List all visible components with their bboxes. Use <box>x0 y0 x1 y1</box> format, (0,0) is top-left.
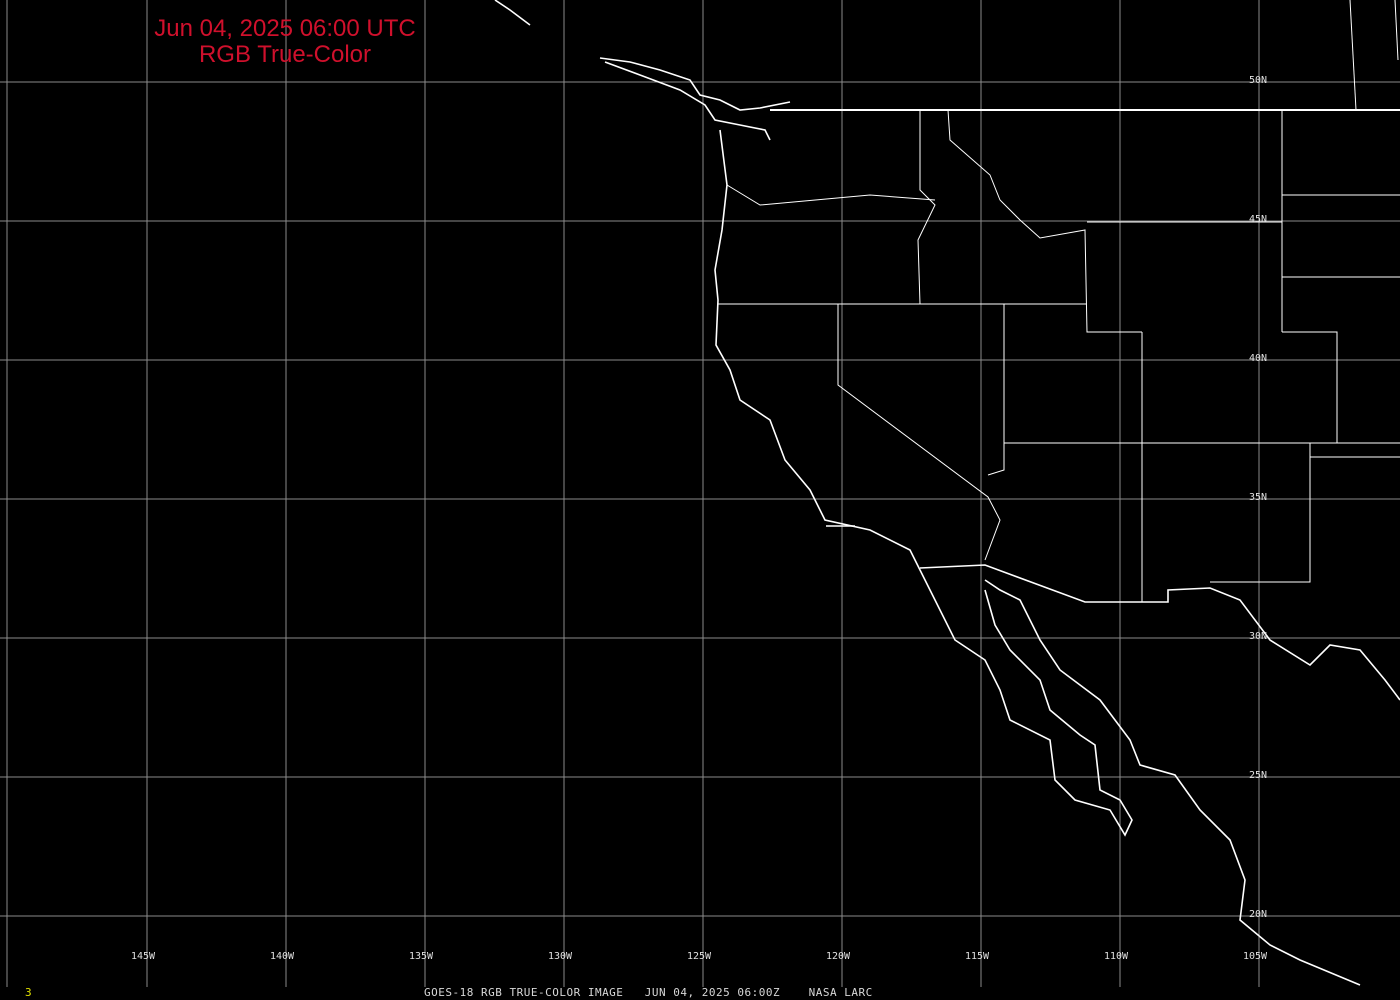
idaho-west-border <box>917 110 936 305</box>
longitude-label: 115W <box>965 951 990 962</box>
image-product: RGB True-Color <box>198 41 372 68</box>
longitude-label: 110W <box>1104 951 1129 962</box>
mexico-border <box>919 564 1400 701</box>
image-timestamp: Jun 04, 2025 06:00 UTC <box>154 15 416 42</box>
vancouver-island <box>604 61 771 141</box>
west-coast <box>714 129 1133 837</box>
latitude-label: 30N <box>1249 631 1268 642</box>
colorado-north <box>1282 331 1338 443</box>
new-mexico-east <box>1210 443 1311 583</box>
canada-province-line <box>1349 0 1357 111</box>
longitude-label: 120W <box>826 951 851 962</box>
latitude-label: 45N <box>1249 214 1268 225</box>
nv-east-border <box>987 304 1005 476</box>
frame-number: 3 <box>25 986 33 999</box>
latitude-label: 35N <box>1249 492 1268 503</box>
mainland-mexico-coast <box>984 579 1361 986</box>
bc-coast <box>599 57 791 111</box>
longitude-label: 105W <box>1243 951 1268 962</box>
longitude-label: 130W <box>548 951 573 962</box>
canada-province-line-2 <box>1394 0 1399 61</box>
coastlines <box>494 0 1361 986</box>
longitude-label: 140W <box>270 951 295 962</box>
bc-inlets <box>494 0 531 26</box>
political-boundaries <box>718 0 1400 701</box>
footer-caption: GOES-18 RGB TRUE-COLOR IMAGE JUN 04, 202… <box>424 986 873 999</box>
latitude-label: 25N <box>1249 770 1268 781</box>
wa-or-border <box>726 184 936 206</box>
latitude-label: 40N <box>1249 353 1268 364</box>
latitude-label: 50N <box>1249 75 1268 86</box>
ca-nv-border <box>837 304 1001 561</box>
longitude-label: 135W <box>409 951 434 962</box>
latitude-label: 20N <box>1249 909 1268 920</box>
longitude-label: 125W <box>687 951 712 962</box>
idaho-montana-border <box>947 109 1142 333</box>
longitude-label: 145W <box>131 951 156 962</box>
